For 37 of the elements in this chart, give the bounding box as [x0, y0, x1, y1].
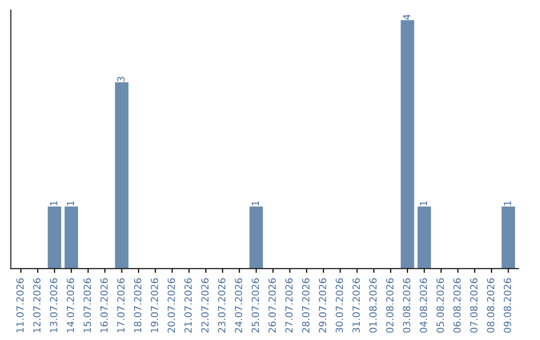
data-label: 1	[50, 201, 58, 206]
x-tick-label: 06.08.2026	[453, 278, 461, 333]
x-tick-label: 15.07.2026	[84, 278, 91, 332]
x-tick-label: 05.08.2026	[436, 278, 444, 333]
x-tick-label: 01.08.2026	[369, 278, 377, 333]
x-tick-label: 24.07.2026	[234, 278, 242, 333]
data-label: 1	[66, 201, 74, 206]
x-tick-label: 09.08.2026	[504, 278, 512, 333]
x-tick-label: 13.07.2026	[50, 278, 58, 332]
data-label: 3	[117, 76, 125, 82]
x-tick-label: 20.07.2026	[168, 278, 175, 333]
x-tick-label: 12.07.2026	[33, 278, 41, 332]
x-tick-label: 18.07.2026	[134, 278, 142, 332]
x-tick-label: 04.08.2026	[420, 278, 428, 333]
data-label: 1	[504, 201, 511, 206]
data-label: 1	[252, 201, 259, 206]
x-tick-label: 08.08.2026	[486, 278, 494, 333]
x-tick-label: 23.07.2026	[218, 278, 226, 333]
x-tick-label: 22.07.2026	[201, 278, 209, 333]
x-tick-label: 27.07.2026	[285, 278, 293, 333]
x-tick-label: 02.08.2026	[386, 278, 394, 333]
x-tick-label: 31.07.2026	[352, 278, 360, 333]
x-tick-label: 14.07.2026	[66, 278, 74, 332]
x-tick-label: 19.07.2026	[150, 278, 158, 332]
x-tick-label: 11.07.2026	[16, 278, 24, 332]
x-tick-label: 26.07.2026	[268, 278, 276, 333]
x-tick-label: 16.07.2026	[100, 278, 108, 332]
x-tick-label: 21.07.2026	[184, 278, 192, 333]
x-tick-label: 03.08.2026	[402, 278, 410, 333]
x-tick-label: 29.07.2026	[318, 278, 326, 333]
x-tick-label: 28.07.2026	[302, 278, 310, 333]
x-tick-label: 17.07.2026	[117, 278, 125, 332]
x-tick-label: 30.07.2026	[336, 278, 344, 333]
x-tick-label: 25.07.2026	[252, 278, 260, 333]
x-tick-label: 07.08.2026	[470, 278, 478, 333]
data-label: 1	[420, 201, 427, 206]
data-label: 4	[403, 14, 410, 20]
